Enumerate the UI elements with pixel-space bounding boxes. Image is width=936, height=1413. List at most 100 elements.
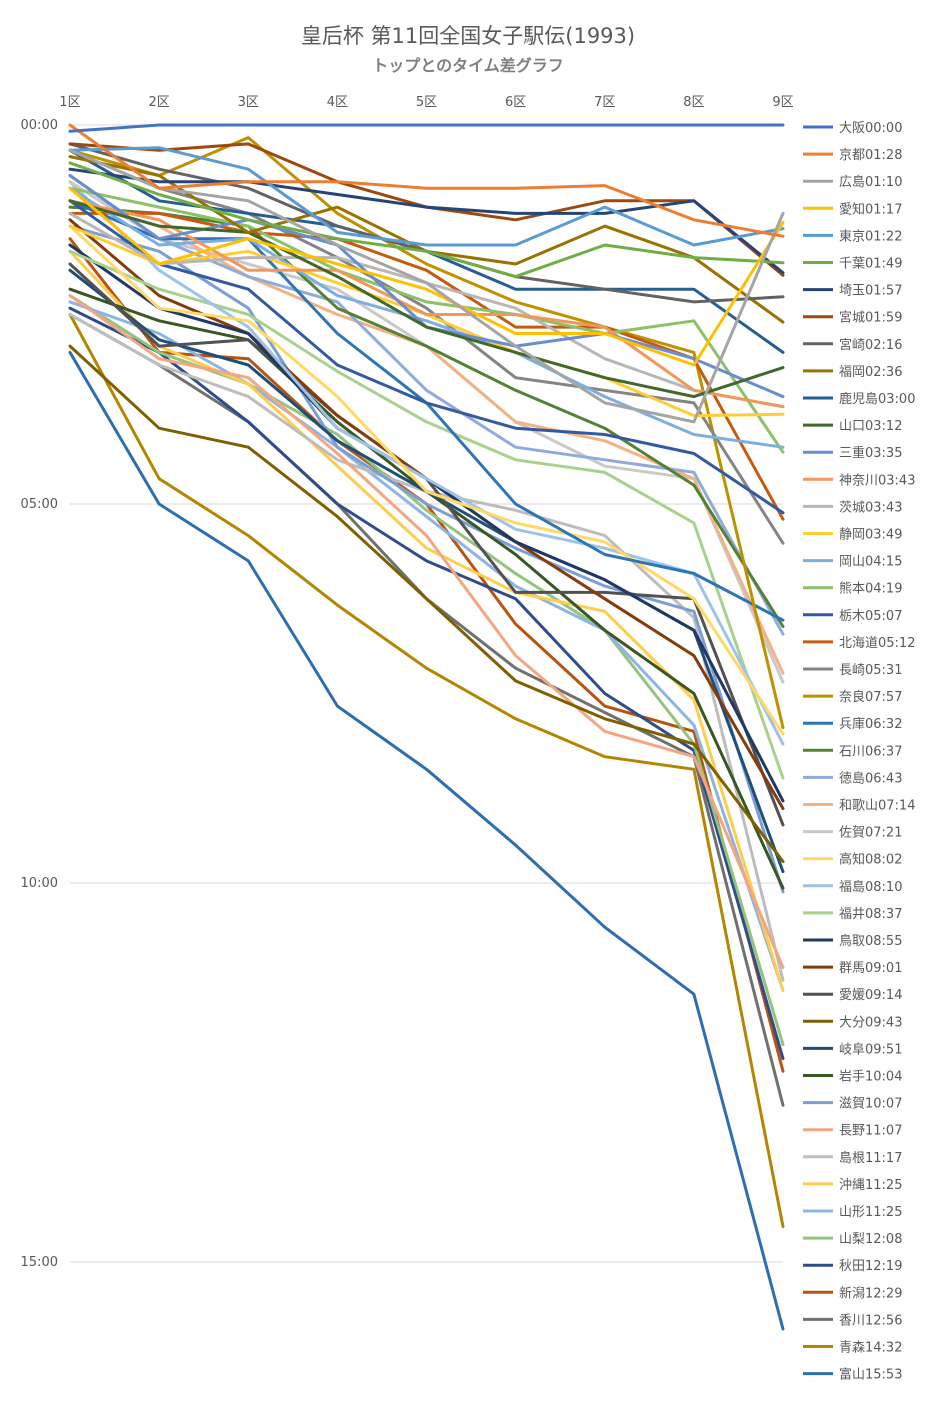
legend-label: 福岡02:36 — [839, 365, 902, 380]
legend-item[interactable]: 福岡02:36 — [803, 365, 902, 380]
legend-item[interactable]: 富山15:53 — [803, 1367, 902, 1383]
legend-item[interactable]: 和歌山07:14 — [803, 799, 915, 814]
legend-item[interactable]: 兵庫06:32 — [803, 717, 902, 732]
x-tick-label: 7区 — [594, 95, 615, 110]
series-line — [68, 313, 785, 982]
legend-label: 和歌山07:14 — [839, 799, 915, 814]
legend-item[interactable]: 岩手10:04 — [803, 1070, 902, 1085]
legend-item[interactable]: 佐賀07:21 — [803, 826, 902, 841]
legend-item[interactable]: 宮城01:59 — [803, 310, 902, 326]
legend-item[interactable]: 神奈川03:43 — [803, 473, 915, 488]
legend-item[interactable]: 大阪00:00 — [803, 121, 902, 136]
x-tick-label: 3区 — [238, 95, 259, 110]
series-lines — [68, 123, 785, 1331]
series-line — [68, 344, 785, 863]
series-line — [68, 224, 785, 736]
series-line — [68, 313, 785, 1229]
x-tick-label: 4区 — [327, 95, 348, 110]
legend-item[interactable]: 山形11:25 — [803, 1205, 902, 1220]
series-line — [68, 167, 785, 275]
legend-item[interactable]: 鹿児島03:00 — [803, 391, 915, 407]
legend-label: 鹿児島03:00 — [839, 391, 915, 407]
legend-item[interactable]: 島根11:17 — [803, 1151, 902, 1166]
legend-item[interactable]: 群馬09:01 — [803, 961, 902, 976]
legend-item[interactable]: 岡山04:15 — [803, 555, 902, 570]
legend-label: 埼玉01:57 — [839, 284, 902, 299]
legend-item[interactable]: 福井08:37 — [803, 907, 902, 922]
legend-item[interactable]: 福島08:10 — [803, 880, 902, 895]
x-tick-label: 6区 — [505, 95, 526, 110]
legend-label: 三重03:35 — [839, 445, 902, 461]
legend-label: 滋賀10:07 — [839, 1097, 902, 1112]
legend-item[interactable]: 静岡03:49 — [803, 528, 902, 543]
legend: 大阪00:00 京都01:28 広島01:10 愛知01:17 東京01:22 千葉01:… — [803, 121, 915, 1383]
legend-item[interactable]: 鳥取08:55 — [803, 934, 902, 949]
legend-item[interactable]: 山梨12:08 — [803, 1232, 902, 1247]
x-tick-label: 2区 — [148, 95, 169, 110]
series-line — [68, 174, 785, 636]
y-tick-label: 10:00 — [21, 876, 58, 891]
legend-item[interactable]: 長崎05:31 — [803, 663, 902, 678]
series-line — [68, 180, 785, 746]
legend-item[interactable]: 宮崎02:16 — [803, 337, 902, 353]
legend-item[interactable]: 広島01:10 — [803, 175, 902, 190]
legend-label: 千葉01:49 — [839, 257, 902, 272]
legend-item[interactable]: 栃木05:07 — [803, 609, 902, 624]
series-line — [68, 186, 785, 454]
legend-item[interactable]: 茨城03:43 — [803, 500, 902, 515]
legend-label: 島根11:17 — [839, 1151, 902, 1166]
legend-label: 石川06:37 — [839, 744, 902, 759]
legend-item[interactable]: 香川12:56 — [803, 1313, 902, 1328]
legend-label: 福島08:10 — [839, 880, 902, 895]
legend-item[interactable]: 新潟12:29 — [803, 1285, 902, 1301]
legend-item[interactable]: 徳島06:43 — [803, 771, 902, 786]
x-tick-label: 5区 — [416, 95, 437, 110]
chart-subtitle: トップとのタイム差グラフ — [372, 56, 564, 75]
legend-label: 京都01:28 — [839, 148, 902, 163]
series-line — [68, 294, 785, 1047]
legend-label: 静岡03:49 — [839, 528, 902, 543]
y-axis-ticks: 00:00 05:00 10:00 15:00 — [21, 118, 58, 1270]
series-line — [68, 123, 785, 238]
series-line — [68, 148, 785, 424]
legend-label: 富山15:53 — [839, 1367, 902, 1383]
legend-item[interactable]: 長野11:07 — [803, 1124, 902, 1139]
legend-item[interactable]: 滋賀10:07 — [803, 1097, 902, 1112]
legend-item[interactable]: 山口03:12 — [803, 419, 902, 434]
legend-item[interactable]: 愛知01:17 — [803, 201, 902, 217]
legend-item[interactable]: 石川06:37 — [803, 744, 902, 759]
legend-item[interactable]: 奈良07:57 — [803, 689, 902, 705]
legend-item[interactable]: 三重03:35 — [803, 445, 902, 461]
legend-label: 長崎05:31 — [839, 663, 902, 678]
legend-item[interactable]: 東京01:22 — [803, 228, 902, 244]
legend-item[interactable]: 沖縄11:25 — [803, 1178, 902, 1193]
series-line — [68, 186, 785, 449]
series-line — [68, 123, 785, 133]
legend-label: 熊本04:19 — [839, 581, 902, 597]
legend-item[interactable]: 大分09:43 — [803, 1015, 902, 1030]
series-line — [68, 249, 785, 992]
series-line — [68, 300, 785, 992]
legend-item[interactable]: 秋田12:19 — [803, 1259, 902, 1274]
legend-label: 宮崎02:16 — [839, 337, 902, 353]
legend-item[interactable]: 青森14:32 — [803, 1341, 902, 1356]
series-line — [68, 199, 785, 409]
legend-item[interactable]: 千葉01:49 — [803, 257, 902, 272]
y-tick-label: 05:00 — [21, 497, 58, 512]
legend-label: 山形11:25 — [839, 1205, 902, 1220]
legend-item[interactable]: 北海道05:12 — [803, 636, 915, 651]
legend-label: 徳島06:43 — [839, 771, 902, 786]
legend-item[interactable]: 愛媛09:14 — [803, 988, 902, 1003]
legend-label: 新潟12:29 — [839, 1285, 902, 1301]
series-line — [68, 186, 785, 367]
legend-item[interactable]: 岐阜09:51 — [803, 1041, 902, 1057]
legend-item[interactable]: 高知08:02 — [803, 852, 902, 868]
legend-item[interactable]: 熊本04:19 — [803, 581, 902, 597]
x-tick-label: 1区 — [59, 95, 80, 110]
legend-item[interactable]: 京都01:28 — [803, 148, 902, 163]
x-tick-label: 9区 — [772, 95, 793, 110]
legend-item[interactable]: 埼玉01:57 — [803, 284, 902, 299]
series-line — [68, 136, 785, 730]
y-tick-label: 15:00 — [21, 1255, 58, 1270]
series-line — [68, 148, 785, 545]
